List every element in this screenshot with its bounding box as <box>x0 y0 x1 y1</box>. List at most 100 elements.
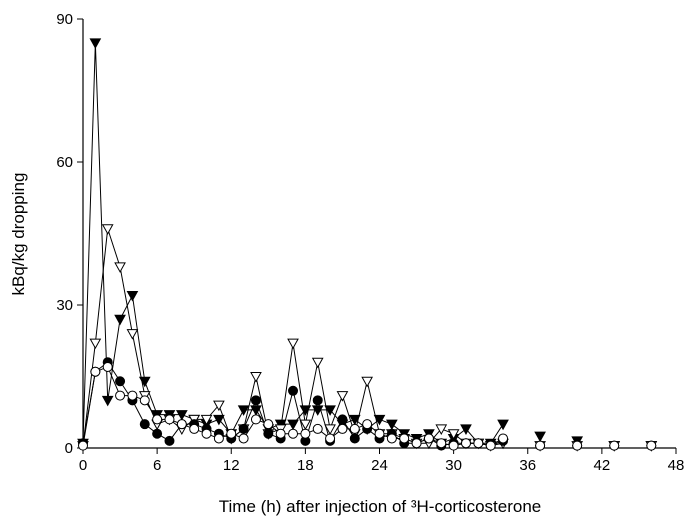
x-tick-label: 24 <box>371 457 388 474</box>
point <box>349 423 360 434</box>
point <box>299 419 312 431</box>
point <box>337 414 348 425</box>
point <box>609 440 620 451</box>
point <box>250 395 261 406</box>
point <box>436 438 447 449</box>
point <box>139 419 150 430</box>
point <box>115 390 126 401</box>
point <box>337 423 348 434</box>
point <box>300 428 311 439</box>
point <box>114 314 126 326</box>
point <box>152 428 163 439</box>
point <box>534 431 546 443</box>
point <box>535 440 546 451</box>
point <box>139 395 150 406</box>
point <box>89 38 102 49</box>
point <box>90 366 101 377</box>
point <box>127 390 138 401</box>
point <box>485 440 496 451</box>
point <box>176 419 187 430</box>
point <box>287 419 299 431</box>
point <box>213 414 225 426</box>
point <box>126 329 139 340</box>
point <box>288 428 299 439</box>
point <box>349 433 360 444</box>
point <box>288 385 299 396</box>
point <box>126 290 139 302</box>
point <box>138 376 151 388</box>
point <box>238 433 249 444</box>
point <box>263 419 274 430</box>
point <box>497 419 509 431</box>
x-tick-label: 6 <box>153 457 161 474</box>
point <box>287 338 299 350</box>
y-axis-title: kBq/kg dropping <box>9 173 28 296</box>
point <box>299 405 312 416</box>
y-tick-label: 0 <box>65 440 73 457</box>
point <box>89 338 102 350</box>
point <box>250 414 261 425</box>
point <box>448 440 459 451</box>
point <box>201 428 212 439</box>
point <box>373 414 386 426</box>
y-tick-label: 60 <box>56 154 73 171</box>
point <box>311 405 324 416</box>
point <box>237 405 250 416</box>
point <box>374 428 385 439</box>
point <box>101 224 114 235</box>
point <box>423 433 434 444</box>
point <box>361 376 373 388</box>
point <box>646 440 657 451</box>
point <box>311 357 324 369</box>
point <box>189 423 200 434</box>
point <box>336 391 349 402</box>
point <box>325 433 336 444</box>
point <box>78 440 88 451</box>
point <box>213 400 225 412</box>
x-tick-label: 48 <box>668 457 685 474</box>
point <box>473 438 484 449</box>
x-tick-label: 30 <box>445 457 462 474</box>
x-axis-title: Time (h) after injection of ³H-corticost… <box>219 497 541 516</box>
point <box>164 435 175 446</box>
point <box>213 433 224 444</box>
point <box>200 414 213 426</box>
point <box>102 361 113 372</box>
x-tick-label: 12 <box>223 457 240 474</box>
point <box>250 372 262 383</box>
y-tick-label: 90 <box>56 11 73 28</box>
point <box>114 262 126 273</box>
point <box>115 376 126 387</box>
x-tick-label: 18 <box>297 457 314 474</box>
x-tick-label: 42 <box>594 457 611 474</box>
point <box>348 414 361 426</box>
point <box>460 424 472 435</box>
point <box>324 424 336 435</box>
point <box>312 423 323 434</box>
point <box>238 423 249 434</box>
point <box>362 419 373 430</box>
point <box>152 414 163 425</box>
point <box>275 428 286 439</box>
point <box>226 428 237 439</box>
point <box>399 433 410 444</box>
point <box>411 438 422 449</box>
x-tick-label: 36 <box>519 457 536 474</box>
point <box>250 405 262 416</box>
point <box>386 419 398 431</box>
point <box>175 410 188 421</box>
point <box>435 424 448 435</box>
x-tick-label: 0 <box>79 457 87 474</box>
point <box>312 395 323 406</box>
point <box>386 433 397 444</box>
point <box>101 395 114 407</box>
y-tick-label: 30 <box>56 297 73 314</box>
point <box>324 405 336 416</box>
point <box>263 428 274 439</box>
point <box>460 438 471 449</box>
point <box>164 414 175 425</box>
point <box>447 429 460 440</box>
point <box>498 433 509 444</box>
point <box>572 440 583 451</box>
